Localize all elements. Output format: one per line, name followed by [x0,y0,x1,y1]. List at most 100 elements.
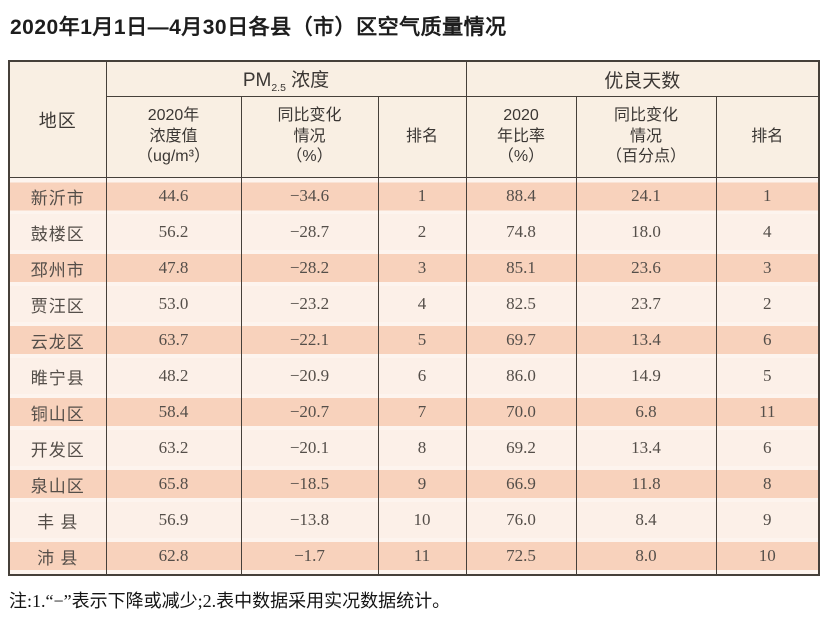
value-cell: 65.8 [105,466,242,502]
value-cell: 53.0 [105,286,242,322]
value-cell: −20.1 [240,430,379,466]
value-cell: −20.7 [240,394,379,430]
value-cell: −1.7 [240,538,379,575]
value-cell: 5 [377,322,467,358]
region-cell: 云龙区 [8,322,107,358]
table-row: 鼓楼区 56.2 −28.7 2 74.8 18.0 4 [8,214,820,250]
value-cell: −34.6 [240,177,379,214]
value-cell: 11.8 [575,466,717,502]
table-body: 新沂市 44.6 −34.6 1 88.4 24.1 1 鼓楼区 56.2 −28.7 2 74.8 1… [8,177,820,575]
pm25-label-subscript: 2.5 [271,82,286,94]
value-cell: 24.1 [575,177,717,214]
value-cell: 13.4 [575,430,717,466]
region-cell: 贾汪区 [8,286,107,322]
header-good-days-rate: 2020 年比率 （%） [465,96,577,178]
value-cell: −22.1 [240,322,379,358]
value-cell: 63.7 [105,322,242,358]
table-row: 邳州市 47.8 −28.2 3 85.1 23.6 3 [8,250,820,286]
pm25-label-prefix: PM [242,69,272,91]
value-cell: 62.8 [105,538,242,575]
value-cell: 3 [377,250,467,286]
value-cell: 4 [715,214,820,250]
value-cell: 9 [715,502,820,538]
region-cell: 邳州市 [8,250,107,286]
value-cell: 7 [377,394,467,430]
region-cell: 丰 县 [8,502,107,538]
value-cell: 6 [715,322,820,358]
value-cell: 11 [715,394,820,430]
region-cell: 睢宁县 [8,358,107,394]
value-cell: 6.8 [575,394,717,430]
value-cell: 76.0 [465,502,577,538]
header-region: 地区 [8,60,107,178]
value-cell: 23.7 [575,286,717,322]
region-cell: 泉山区 [8,466,107,502]
region-cell: 铜山区 [8,394,107,430]
value-cell: 86.0 [465,358,577,394]
value-cell: 18.0 [575,214,717,250]
value-cell: −23.2 [240,286,379,322]
value-cell: 9 [377,466,467,502]
value-cell: 56.9 [105,502,242,538]
table-row: 沛 县 62.8 −1.7 11 72.5 8.0 10 [8,538,820,575]
table-row: 丰 县 56.9 −13.8 10 76.0 8.4 9 [8,502,820,538]
value-cell: 58.4 [105,394,242,430]
table-row: 泉山区 65.8 −18.5 9 66.9 11.8 8 [8,466,820,502]
header-good-days-group: 优良天数 [465,60,820,97]
value-cell: −18.5 [240,466,379,502]
header-pm25-change: 同比变化 情况 （%） [240,96,379,178]
value-cell: 8 [715,466,820,502]
value-cell: 72.5 [465,538,577,575]
value-cell: −20.9 [240,358,379,394]
table-row: 睢宁县 48.2 −20.9 6 86.0 14.9 5 [8,358,820,394]
table-row: 新沂市 44.6 −34.6 1 88.4 24.1 1 [8,177,820,214]
table-row: 铜山区 58.4 −20.7 7 70.0 6.8 11 [8,394,820,430]
value-cell: 70.0 [465,394,577,430]
value-cell: 1 [715,177,820,214]
value-cell: 69.2 [465,430,577,466]
value-cell: −28.2 [240,250,379,286]
air-quality-table: 地区 PM2.5 浓度 优良天数 2020年 浓度值 （ug/m³） 同比变化 … [8,60,821,576]
header-pm25-value: 2020年 浓度值 （ug/m³） [105,96,242,178]
header-good-days-change: 同比变化 情况 （百分点） [575,96,717,178]
footnote: 注:1.“−”表示下降或减少;2.表中数据采用实况数据统计。 [9,591,451,611]
table-header: 地区 PM2.5 浓度 优良天数 2020年 浓度值 （ug/m³） 同比变化 … [8,60,820,178]
value-cell: 74.8 [465,214,577,250]
value-cell: 8.0 [575,538,717,575]
value-cell: 69.7 [465,322,577,358]
header-good-days-rank: 排名 [715,96,820,178]
value-cell: 48.2 [105,358,242,394]
header-pm25-rank: 排名 [377,96,467,178]
value-cell: 6 [715,430,820,466]
value-cell: 2 [715,286,820,322]
value-cell: 13.4 [575,322,717,358]
value-cell: 4 [377,286,467,322]
value-cell: 5 [715,358,820,394]
value-cell: 14.9 [575,358,717,394]
value-cell: 1 [377,177,467,214]
value-cell: 11 [377,538,467,575]
region-cell: 沛 县 [8,538,107,575]
page-title: 2020年1月1日—4月30日各县（市）区空气质量情况 [10,16,507,39]
sub-header-row: 2020年 浓度值 （ug/m³） 同比变化 情况 （%） 排名 2020 年比… [9,96,820,178]
value-cell: 44.6 [105,177,242,214]
value-cell: 63.2 [105,430,242,466]
header-pm25-group: PM2.5 浓度 [105,60,467,97]
value-cell: 6 [377,358,467,394]
group-header-row: 地区 PM2.5 浓度 优良天数 [8,60,820,178]
value-cell: 10 [715,538,820,575]
value-cell: 10 [377,502,467,538]
table-row: 开发区 63.2 −20.1 8 69.2 13.4 6 [8,430,820,466]
value-cell: 23.6 [575,250,717,286]
value-cell: 66.9 [465,466,577,502]
value-cell: 56.2 [105,214,242,250]
table-row: 贾汪区 53.0 −23.2 4 82.5 23.7 2 [8,286,820,322]
value-cell: 85.1 [465,250,577,286]
region-cell: 开发区 [8,430,107,466]
value-cell: −28.7 [240,214,379,250]
value-cell: 47.8 [105,250,242,286]
value-cell: 88.4 [465,177,577,214]
value-cell: 8.4 [575,502,717,538]
pm25-label-suffix: 浓度 [285,69,330,91]
